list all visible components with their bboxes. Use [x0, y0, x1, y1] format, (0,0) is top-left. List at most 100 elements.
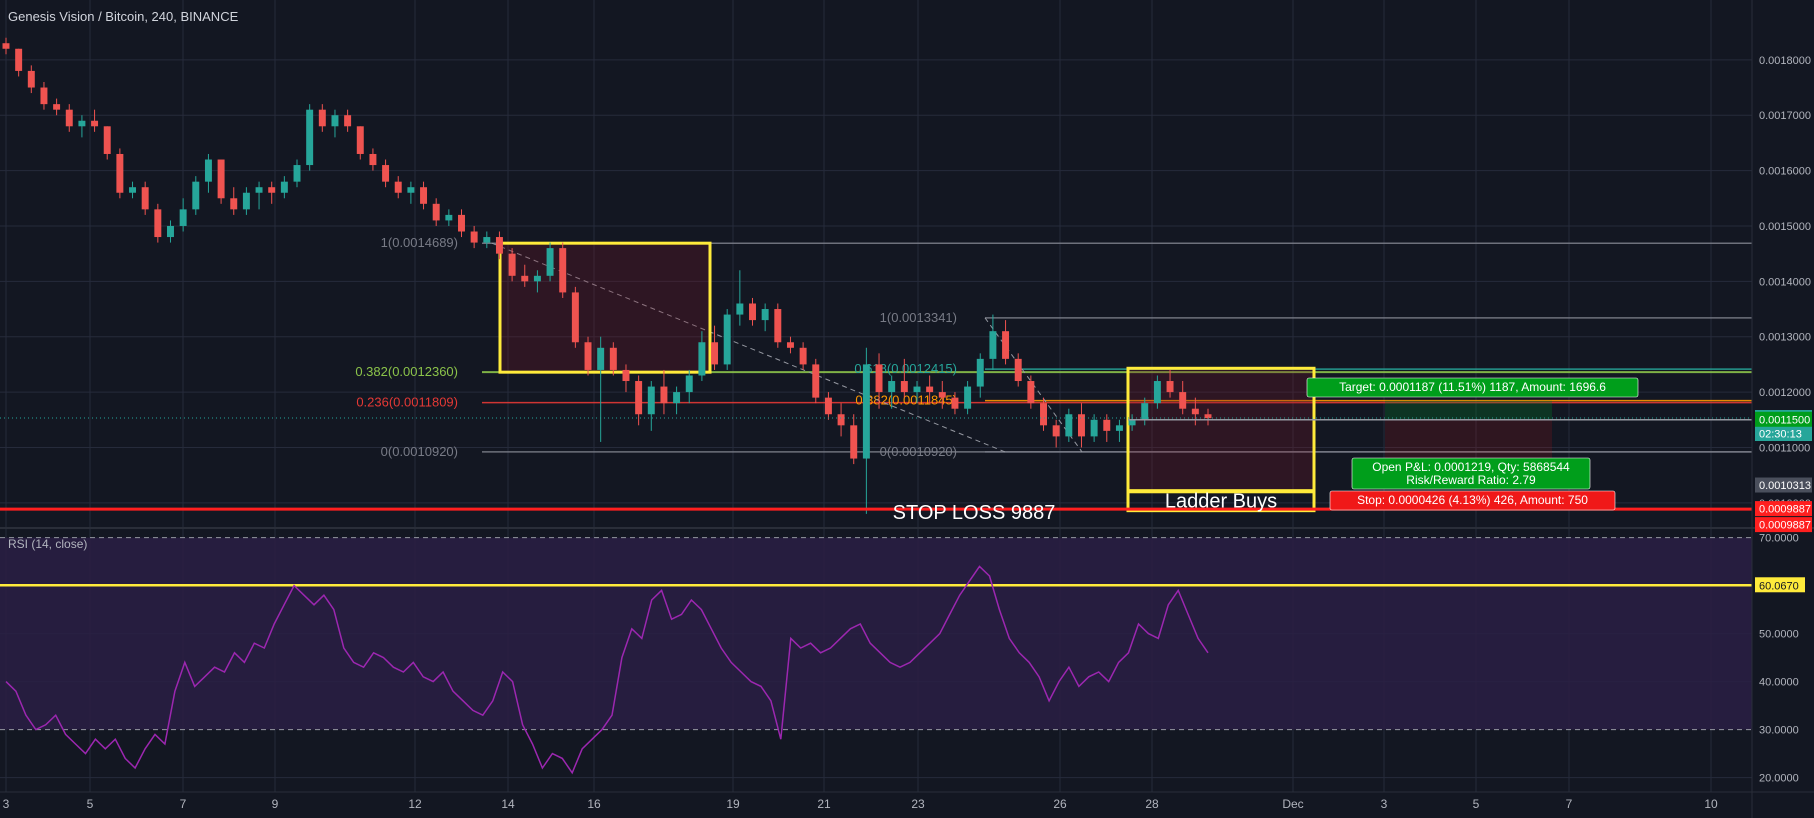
stop-label[interactable]: Stop: 0.0000426 (4.13%) 426, Amount: 750: [1329, 490, 1616, 511]
price-badge-text: 0.0009887: [1759, 520, 1811, 532]
candle-body: [91, 120, 99, 127]
candle: [749, 297, 756, 326]
fib-trend-line[interactable]: [491, 242, 1006, 453]
open-pnl-label-bg: [1351, 457, 1591, 490]
fib-retracements[interactable]: 1(0.0014689) 0.382(0.0012360) 0.236(0.0011…: [355, 235, 1752, 459]
candle-body: [242, 192, 250, 210]
rsi-title: RSI (14, close): [8, 537, 87, 551]
rsi-pane: RSI (14, close): [0, 537, 1752, 775]
candle: [1065, 408, 1073, 442]
price-badge-bg: [1755, 426, 1812, 442]
target-label-text: Target: 0.0001187 (11.51%) 1187, Amount:…: [1339, 380, 1606, 394]
rsi-tick-label: 20.0000: [1759, 773, 1799, 785]
candle: [306, 104, 314, 171]
open-pnl-label-text: Open P&L: 0.0001219, Qty: 5868544: [1372, 460, 1570, 474]
fib-level-label: 1(0.0013341): [880, 310, 957, 325]
candle-body: [1014, 358, 1022, 382]
price-badge-text: 0.0011500: [1759, 414, 1810, 426]
candle-body: [1128, 419, 1136, 426]
candle-body: [2, 43, 10, 49]
fib-level-label: 0(0.0010920): [880, 444, 957, 459]
target-label[interactable]: Target: 0.0001187 (11.51%) 1187, Amount:…: [1306, 377, 1639, 398]
candle: [420, 181, 428, 210]
candle: [723, 309, 731, 370]
x-tick-label: 14: [501, 797, 515, 811]
candle: [533, 270, 541, 293]
candle: [546, 242, 554, 282]
candle: [951, 392, 959, 415]
candle-body: [824, 397, 832, 415]
candle-body: [1052, 425, 1060, 437]
candle-body: [609, 347, 617, 370]
candle-body: [508, 253, 516, 276]
price-badge: 0.0011500: [1755, 411, 1812, 427]
candle: [685, 369, 693, 404]
rsi-highlight-badge: [1755, 577, 1805, 593]
candle: [242, 187, 250, 215]
x-tick-label: 28: [1145, 797, 1159, 811]
candlestick-series: [2, 37, 1212, 514]
candle: [1179, 381, 1187, 415]
candle-body: [141, 187, 149, 210]
candle: [91, 109, 99, 132]
price-badge-bg: [1755, 477, 1812, 493]
candle: [27, 65, 35, 94]
candle-body: [888, 381, 896, 393]
price-tick-label: 0.0012000: [1759, 387, 1811, 399]
candle: [647, 381, 655, 431]
candle: [179, 198, 187, 232]
fib-level-label: 0.382(0.0012360): [355, 364, 458, 379]
candle-body: [926, 386, 934, 393]
candle-body: [799, 347, 807, 365]
candle: [1191, 397, 1199, 426]
candle-body: [862, 364, 870, 459]
candle-body: [230, 198, 238, 210]
rsi-tick-label: 30.0000: [1759, 725, 1799, 737]
candle-body: [989, 331, 997, 359]
rsi-tick-label: 70.0000: [1759, 533, 1799, 545]
price-badge: 0.0009887: [1755, 517, 1812, 533]
candle: [888, 375, 896, 409]
x-tick-label: 5: [87, 797, 94, 811]
target-zone[interactable]: [1385, 400, 1552, 420]
candle: [559, 242, 567, 298]
candle-body: [280, 181, 288, 193]
open-pnl-label[interactable]: Open P&L: 0.0001219, Qty: 5868544Risk/Re…: [1351, 457, 1591, 490]
candle-body: [647, 386, 655, 415]
candle: [15, 48, 23, 77]
rsi-tick-label: 40.0000: [1759, 677, 1799, 689]
candle: [141, 181, 149, 215]
candle: [1040, 397, 1047, 431]
rsi-band: [0, 537, 1752, 730]
highlight-box[interactable]: [498, 241, 712, 374]
candle-body: [1204, 414, 1212, 419]
candle-body: [622, 369, 630, 382]
candle-body: [458, 214, 465, 232]
candle-body: [179, 209, 187, 226]
stop-loss-text: STOP LOSS 9887: [893, 502, 1056, 524]
candle: [1166, 369, 1174, 398]
candle-body: [255, 187, 263, 193]
target-label-bg: [1306, 377, 1639, 398]
candle: [609, 342, 617, 376]
candle: [850, 414, 858, 465]
candle: [1014, 353, 1022, 387]
candle: [635, 375, 643, 426]
ladder-buys-text: Ladder Buys: [1165, 491, 1277, 513]
x-tick-label: Dec: [1282, 797, 1303, 811]
candle: [78, 115, 86, 138]
candle: [103, 126, 111, 160]
fib-level-label: 0(0.0010920): [381, 444, 458, 459]
candle: [407, 181, 415, 204]
candle-body: [597, 347, 605, 370]
x-tick-label: 23: [911, 797, 925, 811]
candle-body: [470, 231, 478, 243]
candle: [812, 358, 820, 404]
candle: [217, 159, 225, 204]
candle: [167, 220, 174, 243]
candle: [964, 381, 972, 415]
candle: [571, 286, 579, 348]
candle: [521, 264, 529, 287]
